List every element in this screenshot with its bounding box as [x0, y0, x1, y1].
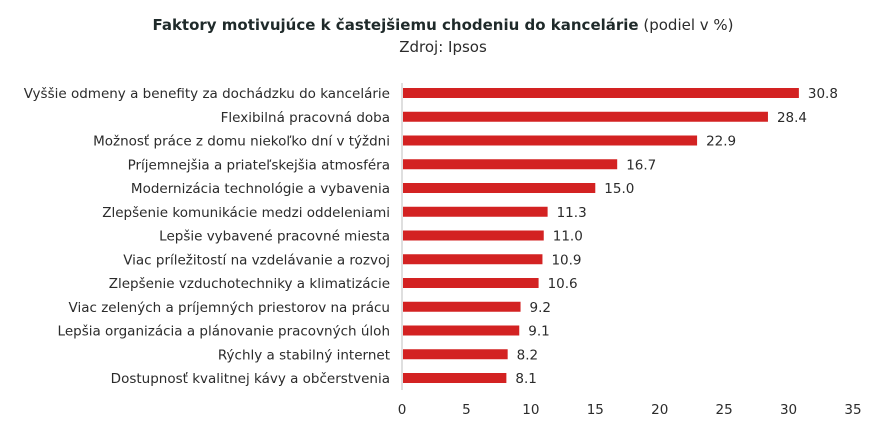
bar	[403, 325, 520, 336]
category-label: Viac príležitostí na vzdelávanie a rozvo…	[123, 252, 390, 268]
bar	[403, 254, 543, 265]
chart-title-block: Faktory motivujúce k častejšiemu chodeni…	[0, 14, 886, 58]
category-label: Príjemnejšia a priateľskejšia atmosféra	[128, 157, 390, 173]
category-label: Modernizácia technológie a vybavenia	[131, 181, 390, 197]
category-label: Flexibilná pracovná doba	[221, 110, 390, 126]
x-tick-label: 25	[716, 402, 733, 418]
data-label: 10.6	[548, 276, 578, 292]
bar	[403, 111, 768, 122]
category-label: Možnosť práce z domu niekoľko dní v týžd…	[93, 134, 390, 150]
data-label: 11.0	[553, 229, 583, 245]
x-tick-label: 15	[587, 402, 604, 418]
category-label: Lepšie vybavené pracovné miesta	[159, 229, 390, 245]
bar	[403, 206, 548, 217]
x-tick-label: 5	[462, 402, 471, 418]
bar	[403, 230, 544, 241]
category-label: Vyššie odmeny a benefity za dochádzku do…	[24, 86, 390, 102]
bar	[403, 301, 521, 312]
bar	[403, 349, 508, 360]
data-label: 8.2	[517, 347, 538, 363]
x-tick-label: 30	[780, 402, 797, 418]
category-label: Lepšia organizácia a plánovanie pracovný…	[58, 324, 390, 340]
x-tick-label: 0	[398, 402, 407, 418]
bar	[403, 183, 596, 193]
category-label: Dostupnosť kvalitnej kávy a občerstvenia	[111, 371, 390, 387]
data-label: 9.2	[530, 300, 551, 316]
chart-title: Faktory motivujúce k častejšiemu chodeni…	[152, 16, 639, 34]
x-tick-label: 20	[651, 402, 668, 418]
data-label: 11.3	[557, 205, 587, 221]
data-label: 28.4	[777, 110, 807, 126]
data-label: 10.9	[551, 252, 581, 268]
data-label: 9.1	[528, 324, 549, 340]
x-tick-label: 10	[522, 402, 539, 418]
bar	[403, 373, 507, 383]
bar	[403, 278, 539, 288]
bar	[403, 159, 618, 170]
x-tick-label: 35	[844, 402, 861, 418]
data-label: 15.0	[604, 181, 634, 197]
data-label: 22.9	[706, 134, 736, 150]
category-label: Zlepšenie vzduchotechniky a klimatizácie	[109, 276, 390, 292]
chart-title-unit: (podiel v %)	[643, 16, 734, 34]
data-label: 30.8	[808, 86, 838, 102]
category-label: Viac zelených a príjemných priestorov na…	[69, 300, 390, 316]
category-label: Zlepšenie komunikácie medzi oddeleniami	[102, 205, 390, 221]
category-label: Rýchly a stabilný internet	[218, 347, 390, 363]
bar	[403, 135, 698, 146]
data-label: 8.1	[515, 371, 536, 387]
chart-subtitle: Zdroj: Ipsos	[399, 38, 487, 56]
bar	[403, 88, 799, 98]
data-label: 16.7	[626, 157, 656, 173]
